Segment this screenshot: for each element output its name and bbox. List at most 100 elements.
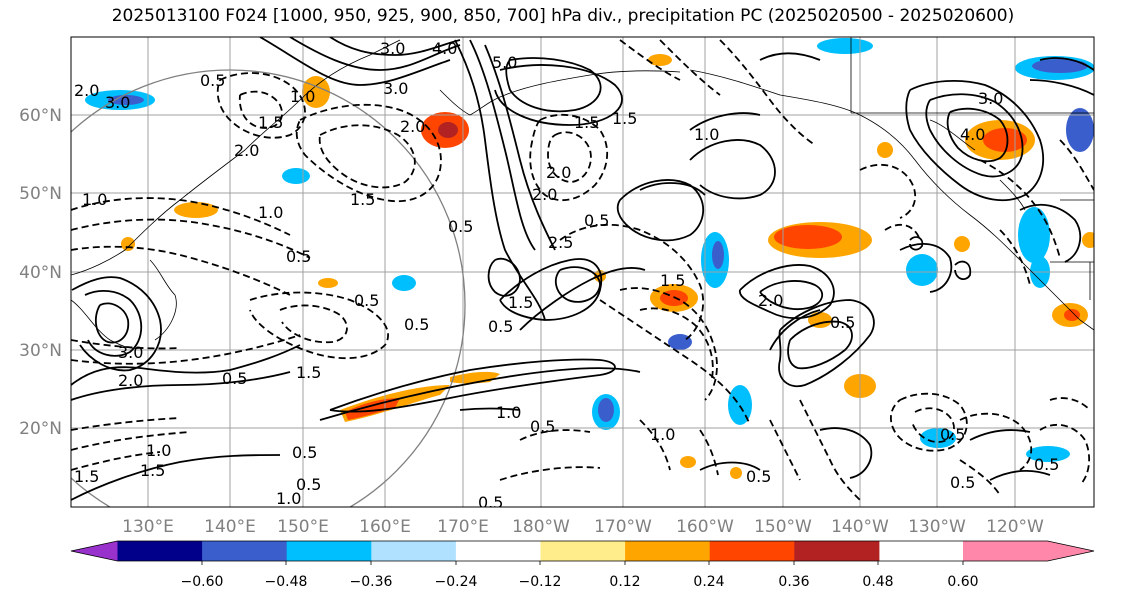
contour-label: 2.0 — [234, 141, 259, 160]
colorbar-tick-label: −0.36 — [350, 574, 393, 590]
colorbar-tick-label: 0.36 — [778, 574, 809, 590]
contour-label: 0.5 — [584, 211, 609, 230]
graticule — [71, 37, 1094, 507]
contour-label: 1.5 — [258, 113, 283, 132]
contour-label: 0.5 — [222, 369, 247, 388]
negative-contours — [71, 39, 1094, 501]
contour-label: 0.5 — [286, 247, 311, 266]
colorbar-outline — [70, 540, 1095, 562]
contour-label: 1.5 — [296, 363, 321, 382]
contour-label: 0.5 — [448, 217, 473, 236]
contour-label: 3.0 — [105, 93, 130, 112]
contour-label: 1.0 — [694, 125, 719, 144]
contour-label: 4.0 — [960, 125, 985, 144]
longitude-axis: 130°E 140°E 150°E 160°E 170°E 180°W 170°… — [122, 517, 1044, 537]
colorbar-tick-label: −0.60 — [181, 574, 224, 590]
contour-label: 3.0 — [383, 79, 408, 98]
colorbar-tick-label: 0.24 — [693, 574, 724, 590]
latitude-axis: 60°N 50°N 40°N 30°N 20°N — [19, 106, 62, 439]
longitude-label: 120°W — [986, 517, 1044, 537]
longitude-label: 150°W — [754, 517, 812, 537]
longitude-label: 140°W — [831, 517, 889, 537]
colorbar-tick-label: 0.48 — [862, 574, 893, 590]
contour-label: 1.0 — [650, 425, 675, 444]
contour-label: 1.5 — [574, 113, 599, 132]
contour-label: 1.5 — [612, 109, 637, 128]
contour-label: 0.5 — [746, 467, 771, 486]
contour-label: 1.5 — [508, 293, 533, 312]
map-frame — [70, 36, 1095, 508]
colorbar — [70, 540, 1095, 565]
colorbar-segment — [371, 541, 457, 561]
colorbar-tick-label: −0.48 — [265, 574, 308, 590]
colorbar-extend-high — [1047, 541, 1094, 561]
colorbar-segment — [794, 541, 880, 561]
contour-label: 1.5 — [140, 461, 165, 480]
contour-label: 1.0 — [146, 441, 171, 460]
contour-label: 0.5 — [354, 291, 379, 310]
colorbar-ticks: −0.60 −0.48 −0.36 −0.24 −0.12 0.12 0.24 … — [181, 574, 979, 590]
latitude-label: 30°N — [19, 341, 62, 361]
contour-label: 2.0 — [400, 117, 425, 136]
contour-label: 3.0 — [380, 39, 405, 58]
latitude-label: 20°N — [19, 419, 62, 439]
contour-label: 2.0 — [74, 81, 99, 100]
contour-label: 1.5 — [660, 271, 685, 290]
colorbar-segment — [540, 541, 626, 561]
colorbar-segment — [625, 541, 711, 561]
contour-label: 0.5 — [488, 317, 513, 336]
longitude-label: 170°W — [594, 517, 652, 537]
contour-label: 3.0 — [118, 343, 143, 362]
contour-label: 2.5 — [548, 233, 573, 252]
contour-label: 0.5 — [404, 315, 429, 334]
contour-label: 1.0 — [258, 203, 283, 222]
contour-label: 1.0 — [276, 489, 301, 508]
contour-label: 2.0 — [118, 371, 143, 390]
contour-label: 0.5 — [292, 443, 317, 462]
contour-label: 3.0 — [978, 89, 1003, 108]
colorbar-segment — [202, 541, 288, 561]
positive-contours — [71, 37, 1094, 501]
colorbar-tick-label: −0.12 — [519, 574, 562, 590]
map-contents: 3.0 4.0 5.0 3.0 2.0 0.5 1.0 1.5 2.0 0.5 … — [71, 37, 1094, 508]
contour-label: 1.0 — [290, 87, 315, 106]
colorbar-segment — [455, 541, 541, 561]
contour-label: 0.5 — [200, 71, 225, 90]
contour-label: 1.0 — [82, 190, 107, 209]
latitude-label: 50°N — [19, 184, 62, 204]
contour-label: 1.5 — [74, 467, 99, 486]
contour-labels: 3.0 4.0 5.0 3.0 2.0 0.5 1.0 1.5 2.0 0.5 … — [74, 39, 1059, 508]
longitude-label: 170°E — [437, 517, 489, 537]
colorbar-segment — [709, 541, 795, 561]
colorbar-segment — [117, 541, 203, 561]
contour-label: 0.5 — [1034, 455, 1059, 474]
contour-label: 4.0 — [432, 39, 457, 58]
latitude-label: 40°N — [19, 263, 62, 283]
longitude-label: 150°E — [277, 517, 329, 537]
colorbar-extend-low — [71, 541, 118, 561]
contour-label: 1.0 — [496, 403, 521, 422]
longitude-label: 140°E — [204, 517, 256, 537]
longitude-label: 130°E — [122, 517, 174, 537]
contour-label: 2.0 — [546, 163, 571, 182]
contour-label: 0.5 — [296, 475, 321, 494]
map-title: 2025013100 F024 [1000, 950, 925, 900, 85… — [111, 6, 1015, 26]
longitude-label: 160°W — [676, 517, 734, 537]
contour-label: 2.0 — [532, 185, 557, 204]
colorbar-segment — [963, 541, 1048, 561]
range-circle — [71, 69, 466, 507]
latitude-label: 60°N — [19, 106, 62, 126]
contour-label: 1.5 — [350, 190, 375, 209]
longitude-label: 130°W — [908, 517, 966, 537]
colorbar-segment — [286, 541, 372, 561]
colorbar-tick-label: 0.12 — [609, 574, 640, 590]
contour-label: 0.5 — [950, 473, 975, 492]
precipitation-shading — [85, 38, 1094, 479]
contour-label: 5.0 — [492, 53, 517, 72]
longitude-label: 180°W — [512, 517, 570, 537]
contour-label: 2.0 — [758, 291, 783, 310]
contour-label: 0.5 — [830, 313, 855, 332]
colorbar-tick-label: −0.24 — [435, 574, 478, 590]
contour-label: 0.5 — [530, 417, 555, 436]
